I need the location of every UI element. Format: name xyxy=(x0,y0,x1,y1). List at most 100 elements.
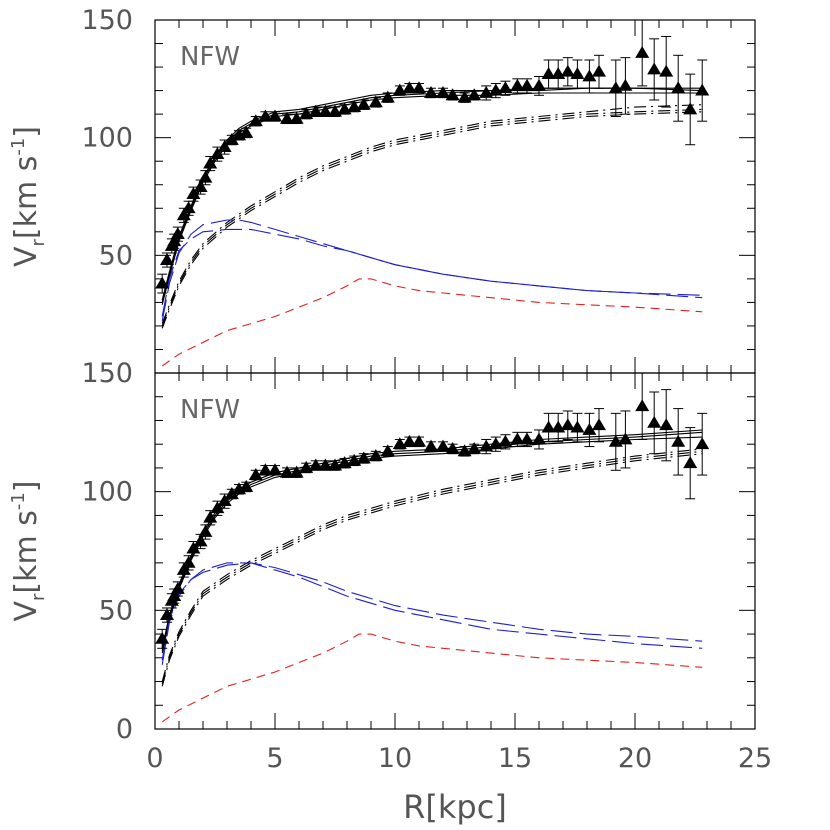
data-point xyxy=(647,415,662,428)
y-tick-label: 150 xyxy=(81,5,133,36)
top-panel: 150 100 50 Vr[km s-1] NFW xyxy=(8,5,756,374)
data-point xyxy=(582,422,597,435)
panel-annotation: NFW xyxy=(180,395,240,425)
data-point xyxy=(570,420,585,433)
bottom-panel: 150 100 50 00 5 10 15 20 25 Vr[km s-1] NFW xyxy=(8,358,772,774)
data-point xyxy=(582,69,597,82)
data-point xyxy=(412,81,426,94)
data-point xyxy=(520,78,534,91)
data-point xyxy=(467,88,482,101)
data-point xyxy=(695,437,710,450)
y-axis-title: Vr[km s-1] xyxy=(8,126,49,267)
total-fit-curve xyxy=(161,92,703,305)
y-tick-label: 100 xyxy=(81,477,133,508)
data-point xyxy=(436,439,450,452)
data-point xyxy=(289,465,304,478)
data-point xyxy=(248,114,263,127)
data-point xyxy=(176,208,191,221)
data-point xyxy=(210,147,225,160)
gas-curve xyxy=(161,633,703,723)
data-point xyxy=(356,97,371,110)
total-fit-curve xyxy=(161,436,703,654)
data-point xyxy=(193,180,208,192)
data-point xyxy=(445,88,460,101)
data-point xyxy=(412,434,426,447)
data-point xyxy=(659,64,674,77)
data-point xyxy=(268,109,282,122)
data-point xyxy=(618,78,633,91)
data-point xyxy=(224,133,239,145)
x-tick-label: 0 xyxy=(146,743,163,774)
data-point xyxy=(170,581,185,594)
x-tick-label: 20 xyxy=(618,743,652,774)
data-point xyxy=(170,227,185,240)
disk-curve xyxy=(161,228,703,317)
data-point xyxy=(570,67,585,80)
disk-curve xyxy=(161,219,703,322)
halo-curve xyxy=(161,450,703,685)
data-point xyxy=(592,418,606,431)
disk-curve xyxy=(161,562,703,661)
data-point xyxy=(445,441,460,454)
data-point xyxy=(402,81,417,94)
total-fit-curve xyxy=(161,87,703,301)
data-point xyxy=(498,81,513,94)
x-tick-label: 15 xyxy=(498,743,532,774)
x-axis-title: R[kpc] xyxy=(403,788,507,826)
data-point xyxy=(210,501,225,514)
data-point xyxy=(635,45,650,58)
data-point xyxy=(308,104,323,117)
data-point xyxy=(258,463,273,476)
data-point xyxy=(198,170,213,183)
data-point xyxy=(160,608,174,620)
data-point xyxy=(635,399,650,412)
total-fit-curve xyxy=(161,429,703,649)
data-point xyxy=(467,441,482,454)
data-point xyxy=(217,494,232,507)
data-point xyxy=(289,111,304,124)
data-point xyxy=(510,432,525,445)
data-point xyxy=(308,458,323,471)
disk-curve xyxy=(161,562,703,665)
data-point xyxy=(647,62,662,75)
data-point xyxy=(368,95,383,108)
data-point xyxy=(510,78,525,91)
halo-curve xyxy=(161,453,703,687)
data-point xyxy=(203,510,218,523)
data-point xyxy=(239,125,254,138)
data-point xyxy=(683,102,698,115)
halo-curve xyxy=(161,104,703,324)
data-point xyxy=(318,458,333,471)
data-point xyxy=(248,468,263,480)
halo-curve xyxy=(161,111,703,329)
data-point xyxy=(695,83,710,96)
data-point xyxy=(592,64,606,77)
data-point xyxy=(436,85,450,98)
y-tick-label: 0 xyxy=(116,714,133,745)
data-point xyxy=(160,253,174,265)
halo-curve xyxy=(161,108,703,327)
data-point xyxy=(659,418,674,431)
data-point xyxy=(541,420,556,433)
data-point xyxy=(318,104,333,117)
data-point xyxy=(186,187,201,200)
panel-annotation: NFW xyxy=(180,42,240,72)
data-point xyxy=(217,140,232,152)
data-point xyxy=(155,276,170,289)
x-tick-label: 5 xyxy=(266,743,283,774)
data-point xyxy=(532,432,546,445)
data-point xyxy=(280,465,294,478)
data-point xyxy=(520,432,534,445)
data-point xyxy=(560,418,575,431)
series-group xyxy=(155,20,710,367)
data-point xyxy=(498,434,513,447)
y-tick-label: 50 xyxy=(99,240,133,271)
data-point xyxy=(560,64,575,77)
data-point xyxy=(618,432,633,445)
data-point xyxy=(224,487,239,499)
halo-curve xyxy=(161,448,703,682)
data-point xyxy=(402,434,417,447)
y-axis-title: Vr[km s-1] xyxy=(8,480,49,621)
data-point xyxy=(541,67,556,80)
data-point xyxy=(176,562,191,575)
